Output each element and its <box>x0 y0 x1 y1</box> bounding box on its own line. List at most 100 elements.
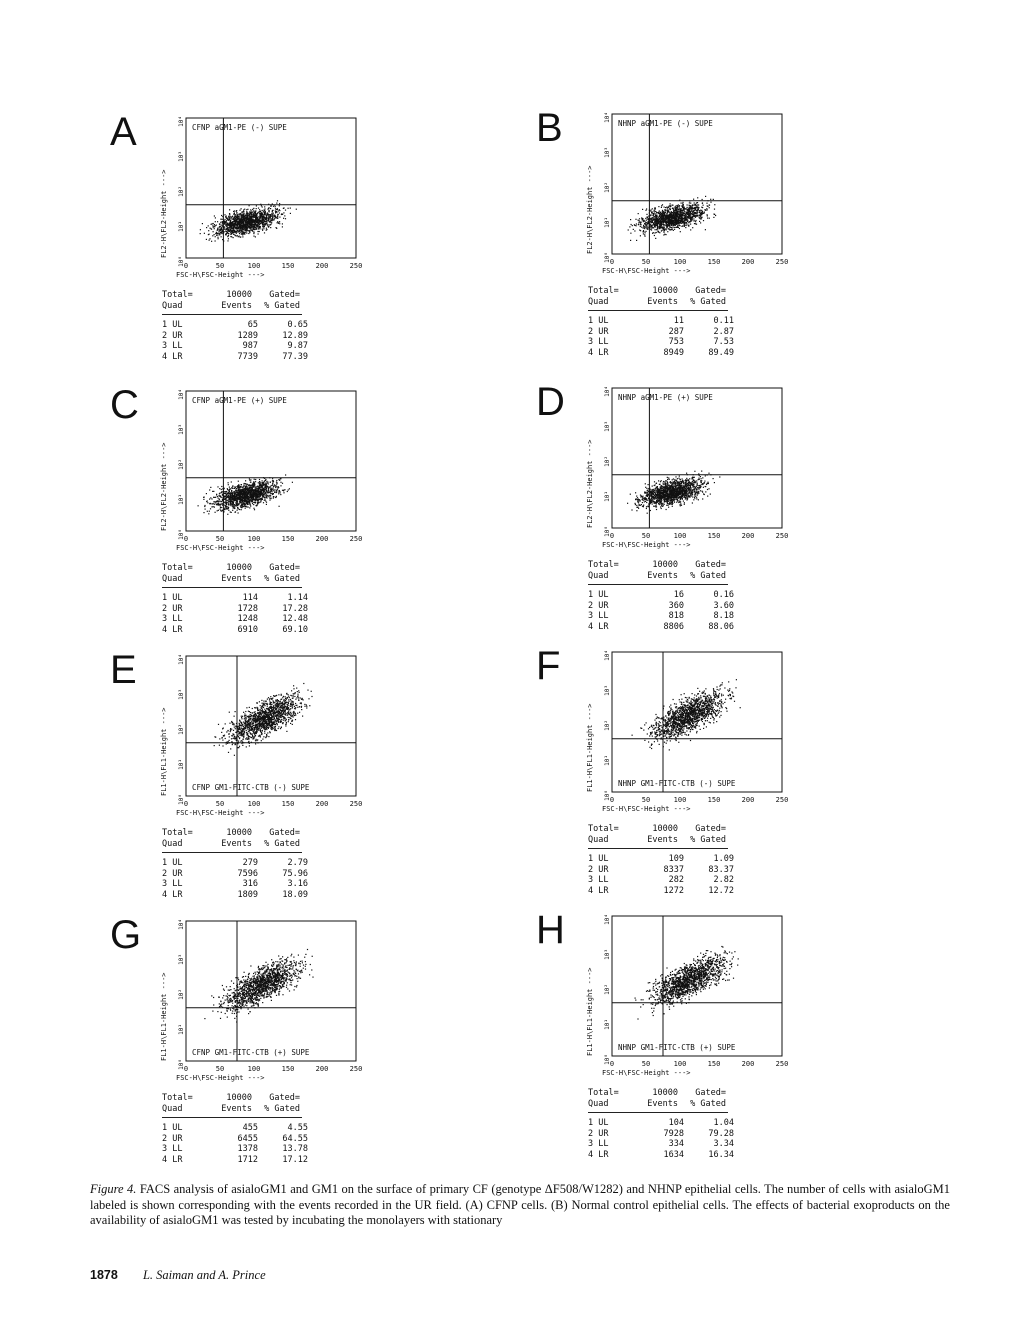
stats-row: 4 LR 1272 12.72 <box>588 885 734 896</box>
x-tick-label: 200 <box>742 1060 755 1068</box>
plot-label: NHNP GM1-FITC-CTB (+) SUPE <box>618 1043 736 1052</box>
stats-divider <box>162 587 302 588</box>
stats-divider <box>162 314 302 315</box>
stats-row: 1 UL 455 4.55 <box>162 1123 308 1133</box>
caption-label: Figure 4. <box>90 1182 137 1196</box>
event-points <box>213 682 313 756</box>
stats-total-row: Total= 10000 Gated= <box>162 563 300 573</box>
y-tick-label: 10¹ <box>178 1024 185 1035</box>
y-axis-label: FL1-H\FL1-Height ---> <box>160 972 168 1061</box>
event-points <box>197 474 293 515</box>
x-tick-label: 50 <box>216 262 224 270</box>
y-tick-label: 10¹ <box>604 217 611 228</box>
x-tick-label: 250 <box>776 796 789 804</box>
x-tick-label: 250 <box>776 532 789 540</box>
y-tick-label: 10³ <box>178 689 185 700</box>
stats-row: 1 UL 114 1.14 <box>162 593 308 603</box>
panel-f: F NHNP GM1-FITC-CTB (-) SUPE 0 50 100 150 200 2… <box>536 646 866 906</box>
y-axis-label: FL2-H\FL2-Height ---> <box>160 169 168 258</box>
stats-header-row: Quad Events% Gated <box>588 834 726 845</box>
y-tick-label: 10⁴ <box>178 389 185 400</box>
x-tick-label: 200 <box>742 796 755 804</box>
stats-row: 3 LL 1248 12.48 <box>162 614 308 624</box>
panel-letter: E <box>110 648 137 692</box>
stats-row: 3 LL 316 3.16 <box>162 879 308 889</box>
x-tick-label: 250 <box>350 535 363 543</box>
x-tick-label: 0 <box>610 796 614 804</box>
x-axis-label: FSC-H\FSC-Height ---> <box>176 809 265 817</box>
stats-row: 4 LR 1809 18.09 <box>162 889 308 900</box>
y-axis-label: FL2-H\FL2-Height ---> <box>160 442 168 531</box>
x-tick-label: 150 <box>282 800 295 808</box>
y-tick-label: 10⁴ <box>604 650 611 661</box>
panel-a: A CFNP aGM1-PE (-) SUPE 0 50 100 150 200 250 10⁰… <box>110 112 440 372</box>
plot-label: NHNP aGM1-PE (+) SUPE <box>618 393 713 402</box>
x-axis-label: FSC-H\FSC-Height ---> <box>602 805 691 813</box>
x-tick-label: 200 <box>316 262 329 270</box>
x-tick-label: 0 <box>184 535 188 543</box>
stats-header-row: Quad Events% Gated <box>588 1098 726 1109</box>
scatter-plot: CFNP GM1-FITC-CTB (+) SUPE 0 50 100 150 200 25… <box>160 919 363 1082</box>
y-tick-label: 10⁴ <box>604 112 611 123</box>
stats-row: 1 UL 16 0.16 <box>588 590 734 600</box>
x-tick-label: 200 <box>316 800 329 808</box>
plot-frame <box>611 387 783 529</box>
y-tick-label: 10² <box>604 984 611 995</box>
x-tick-label: 100 <box>248 800 261 808</box>
stats-row: 3 LL 987 9.87 <box>162 341 308 351</box>
y-tick-label: 10⁰ <box>604 526 611 537</box>
y-tick-label: 10⁴ <box>178 919 185 930</box>
stats-total-row: Total= 10000 Gated= <box>588 824 726 834</box>
x-tick-label: 250 <box>350 262 363 270</box>
stats-header-row: Quad Events% Gated <box>162 838 300 849</box>
event-points <box>627 470 721 514</box>
y-tick-label: 10² <box>178 186 185 197</box>
stats-header-row: Quad Events% Gated <box>162 1103 300 1114</box>
x-tick-label: 0 <box>610 1060 614 1068</box>
y-tick-label: 10⁴ <box>178 116 185 127</box>
stats-row: 3 LL 282 2.82 <box>588 875 734 885</box>
y-tick-label: 10¹ <box>178 221 185 232</box>
page-footer: 1878 L. Saiman and A. Prince <box>90 1268 266 1283</box>
y-tick-label: 10³ <box>604 685 611 696</box>
stats-row: 2 UR 7596 75.96 <box>162 868 308 879</box>
x-tick-label: 0 <box>184 1065 188 1073</box>
y-tick-label: 10² <box>178 459 185 470</box>
stats-row: 2 UR 7928 79.28 <box>588 1128 734 1139</box>
x-tick-label: 100 <box>674 796 687 804</box>
x-tick-label: 250 <box>350 1065 363 1073</box>
panel-letter: G <box>110 913 142 957</box>
x-axis-label: FSC-H\FSC-Height ---> <box>602 267 691 275</box>
x-tick-label: 50 <box>216 535 224 543</box>
x-tick-label: 150 <box>282 535 295 543</box>
running-authors: L. Saiman and A. Prince <box>142 1268 266 1282</box>
stats-header-row: Quad Events% Gated <box>162 300 300 311</box>
x-tick-label: 250 <box>350 800 363 808</box>
y-axis-label: FL1-H\FL1-Height ---> <box>586 703 594 792</box>
stats-total-row: Total= 10000 Gated= <box>588 286 726 296</box>
x-tick-label: 50 <box>642 258 650 266</box>
y-tick-label: 10³ <box>604 421 611 432</box>
y-tick-label: 10³ <box>178 424 185 435</box>
y-tick-label: 10⁰ <box>178 529 185 540</box>
quadrant-stats: Total= 10000 Gated= Quad Events% Gated 1 UL 45… <box>162 1093 312 1165</box>
y-axis-label: FL2-H\FL2-Height ---> <box>586 439 594 528</box>
scatter-plot: NHNP aGM1-PE (+) SUPE 0 50 100 150 200 250 10⁰ 1… <box>586 386 789 549</box>
quadrant-stats: Total= 10000 Gated= Quad Events% Gated 1 UL 11… <box>588 286 738 358</box>
stats-divider <box>588 584 728 585</box>
x-tick-label: 0 <box>184 800 188 808</box>
y-tick-label: 10⁰ <box>178 1059 185 1070</box>
stats-row: 4 LR 6910 69.10 <box>162 624 308 635</box>
stats-total-row: Total= 10000 Gated= <box>162 290 300 300</box>
y-tick-label: 10¹ <box>178 494 185 505</box>
x-tick-label: 0 <box>610 258 614 266</box>
y-tick-label: 10⁴ <box>604 386 611 397</box>
panel-letter: D <box>536 380 565 424</box>
stats-row: 3 LL 334 3.34 <box>588 1139 734 1149</box>
x-tick-label: 0 <box>184 262 188 270</box>
panel-h: H NHNP GM1-FITC-CTB (+) SUPE 0 50 100 150 200 2… <box>536 910 866 1170</box>
stats-row: 4 LR 7739 77.39 <box>162 351 308 362</box>
y-tick-label: 10⁴ <box>178 654 185 665</box>
scatter-plot: CFNP GM1-FITC-CTB (-) SUPE 0 50 100 150 200 25… <box>160 654 363 817</box>
stats-row: 3 LL 753 7.53 <box>588 337 734 347</box>
